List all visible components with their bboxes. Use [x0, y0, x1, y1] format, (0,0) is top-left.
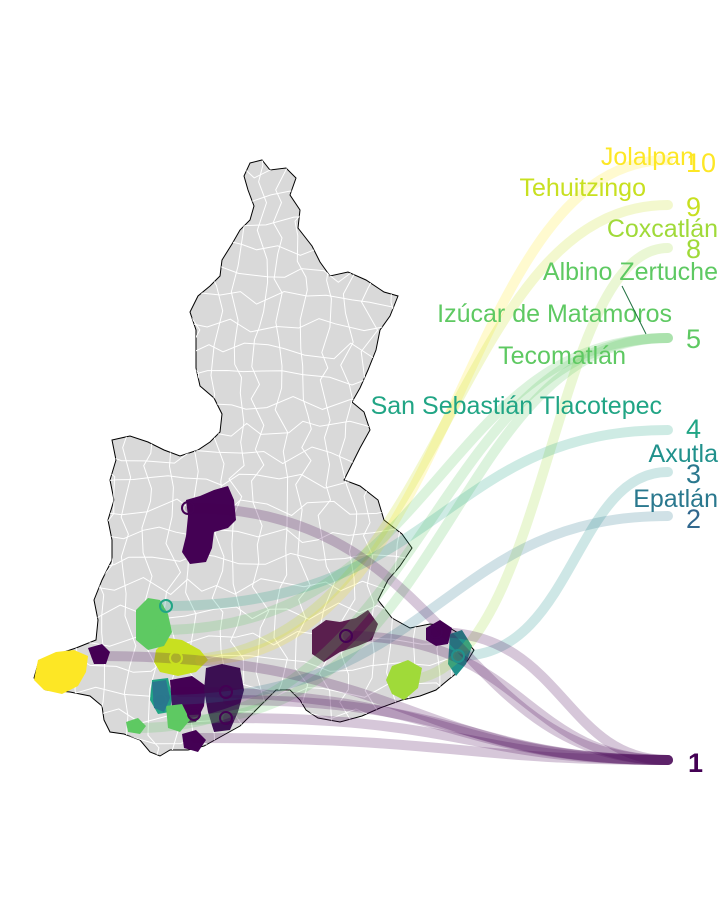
rank-1: 1	[688, 748, 703, 778]
municipality-border	[228, 160, 247, 756]
rank-labels: Jolalpan 10 Tehuitzingo 9 Coxcatlán 8 Al…	[371, 143, 719, 778]
connector-jolalpan	[195, 155, 673, 665]
connector-izucar	[155, 333, 673, 635]
connector-small-green	[131, 333, 673, 733]
connector-rank1-far-east	[431, 627, 673, 765]
municipality-rank1-se	[182, 730, 206, 752]
rank-4: 4	[686, 414, 701, 444]
label-tecomatlan: Tecomatlán	[498, 342, 626, 370]
connector-tehuitzingo	[171, 200, 673, 665]
municipality-border	[294, 160, 312, 756]
municipality-border	[34, 630, 474, 648]
connector-rank1-central	[175, 687, 673, 765]
origin-marker	[219, 685, 233, 699]
rank-10: 10	[686, 148, 716, 178]
municipality-coxcatlan	[386, 660, 422, 700]
municipality-axutla	[448, 630, 472, 676]
municipality-border	[250, 160, 270, 756]
municipality-tecomatlan	[166, 704, 190, 732]
rank-9: 9	[686, 192, 701, 222]
origin-marker	[219, 711, 233, 725]
rank-8: 8	[686, 234, 701, 264]
origin-marker	[159, 599, 173, 613]
connector-rank1-east	[343, 631, 673, 765]
label-epatlan: Epatlán	[633, 485, 718, 513]
connector-axutla	[455, 467, 673, 661]
municipality-rank1-east	[312, 610, 378, 662]
origin-markers	[153, 501, 465, 725]
label-coxcatlan: Coxcatlán	[607, 215, 718, 243]
label-san-sebastian: San Sebastián Tlacotepec	[371, 392, 662, 420]
rank-2: 2	[686, 504, 701, 534]
label-axutla: Axutla	[649, 440, 719, 468]
municipality-jolalpan	[34, 650, 88, 694]
label-jolalpan: Jolalpan	[601, 143, 694, 171]
origin-marker	[153, 693, 167, 707]
label-izucar: Izúcar de Matamoros	[437, 300, 672, 328]
highlighted-municipalities	[34, 486, 472, 752]
municipality-small-green	[126, 718, 146, 734]
connector-rank1-north	[185, 503, 673, 765]
connector-epatlan	[155, 511, 673, 705]
origin-marker	[187, 707, 201, 721]
connector-rank1-south	[223, 695, 673, 765]
municipality-rank1-north	[182, 486, 236, 564]
municipality-border	[272, 160, 291, 756]
connector-rank1-south2	[223, 713, 673, 765]
rank-5: 5	[686, 324, 701, 354]
connector-tecomatlan	[179, 333, 673, 725]
connector-coxcatlan	[399, 243, 673, 685]
origin-marker	[339, 629, 353, 643]
connector-rank1-se	[191, 733, 673, 765]
label-tehuitzingo: Tehuitzingo	[520, 174, 646, 202]
connector-san-sebastian	[161, 425, 673, 611]
origin-marker	[451, 649, 465, 663]
municipality-rank1-west	[88, 644, 110, 664]
connector-lines	[91, 155, 673, 765]
origin-marker	[169, 651, 183, 665]
origin-marker	[429, 625, 443, 639]
rank-3: 3	[686, 459, 701, 489]
label-albino-zertuche: Albino Zertuche	[543, 258, 718, 286]
label-leader-line	[621, 285, 647, 335]
origin-marker	[181, 501, 195, 515]
connector-rank1-west	[91, 651, 673, 765]
